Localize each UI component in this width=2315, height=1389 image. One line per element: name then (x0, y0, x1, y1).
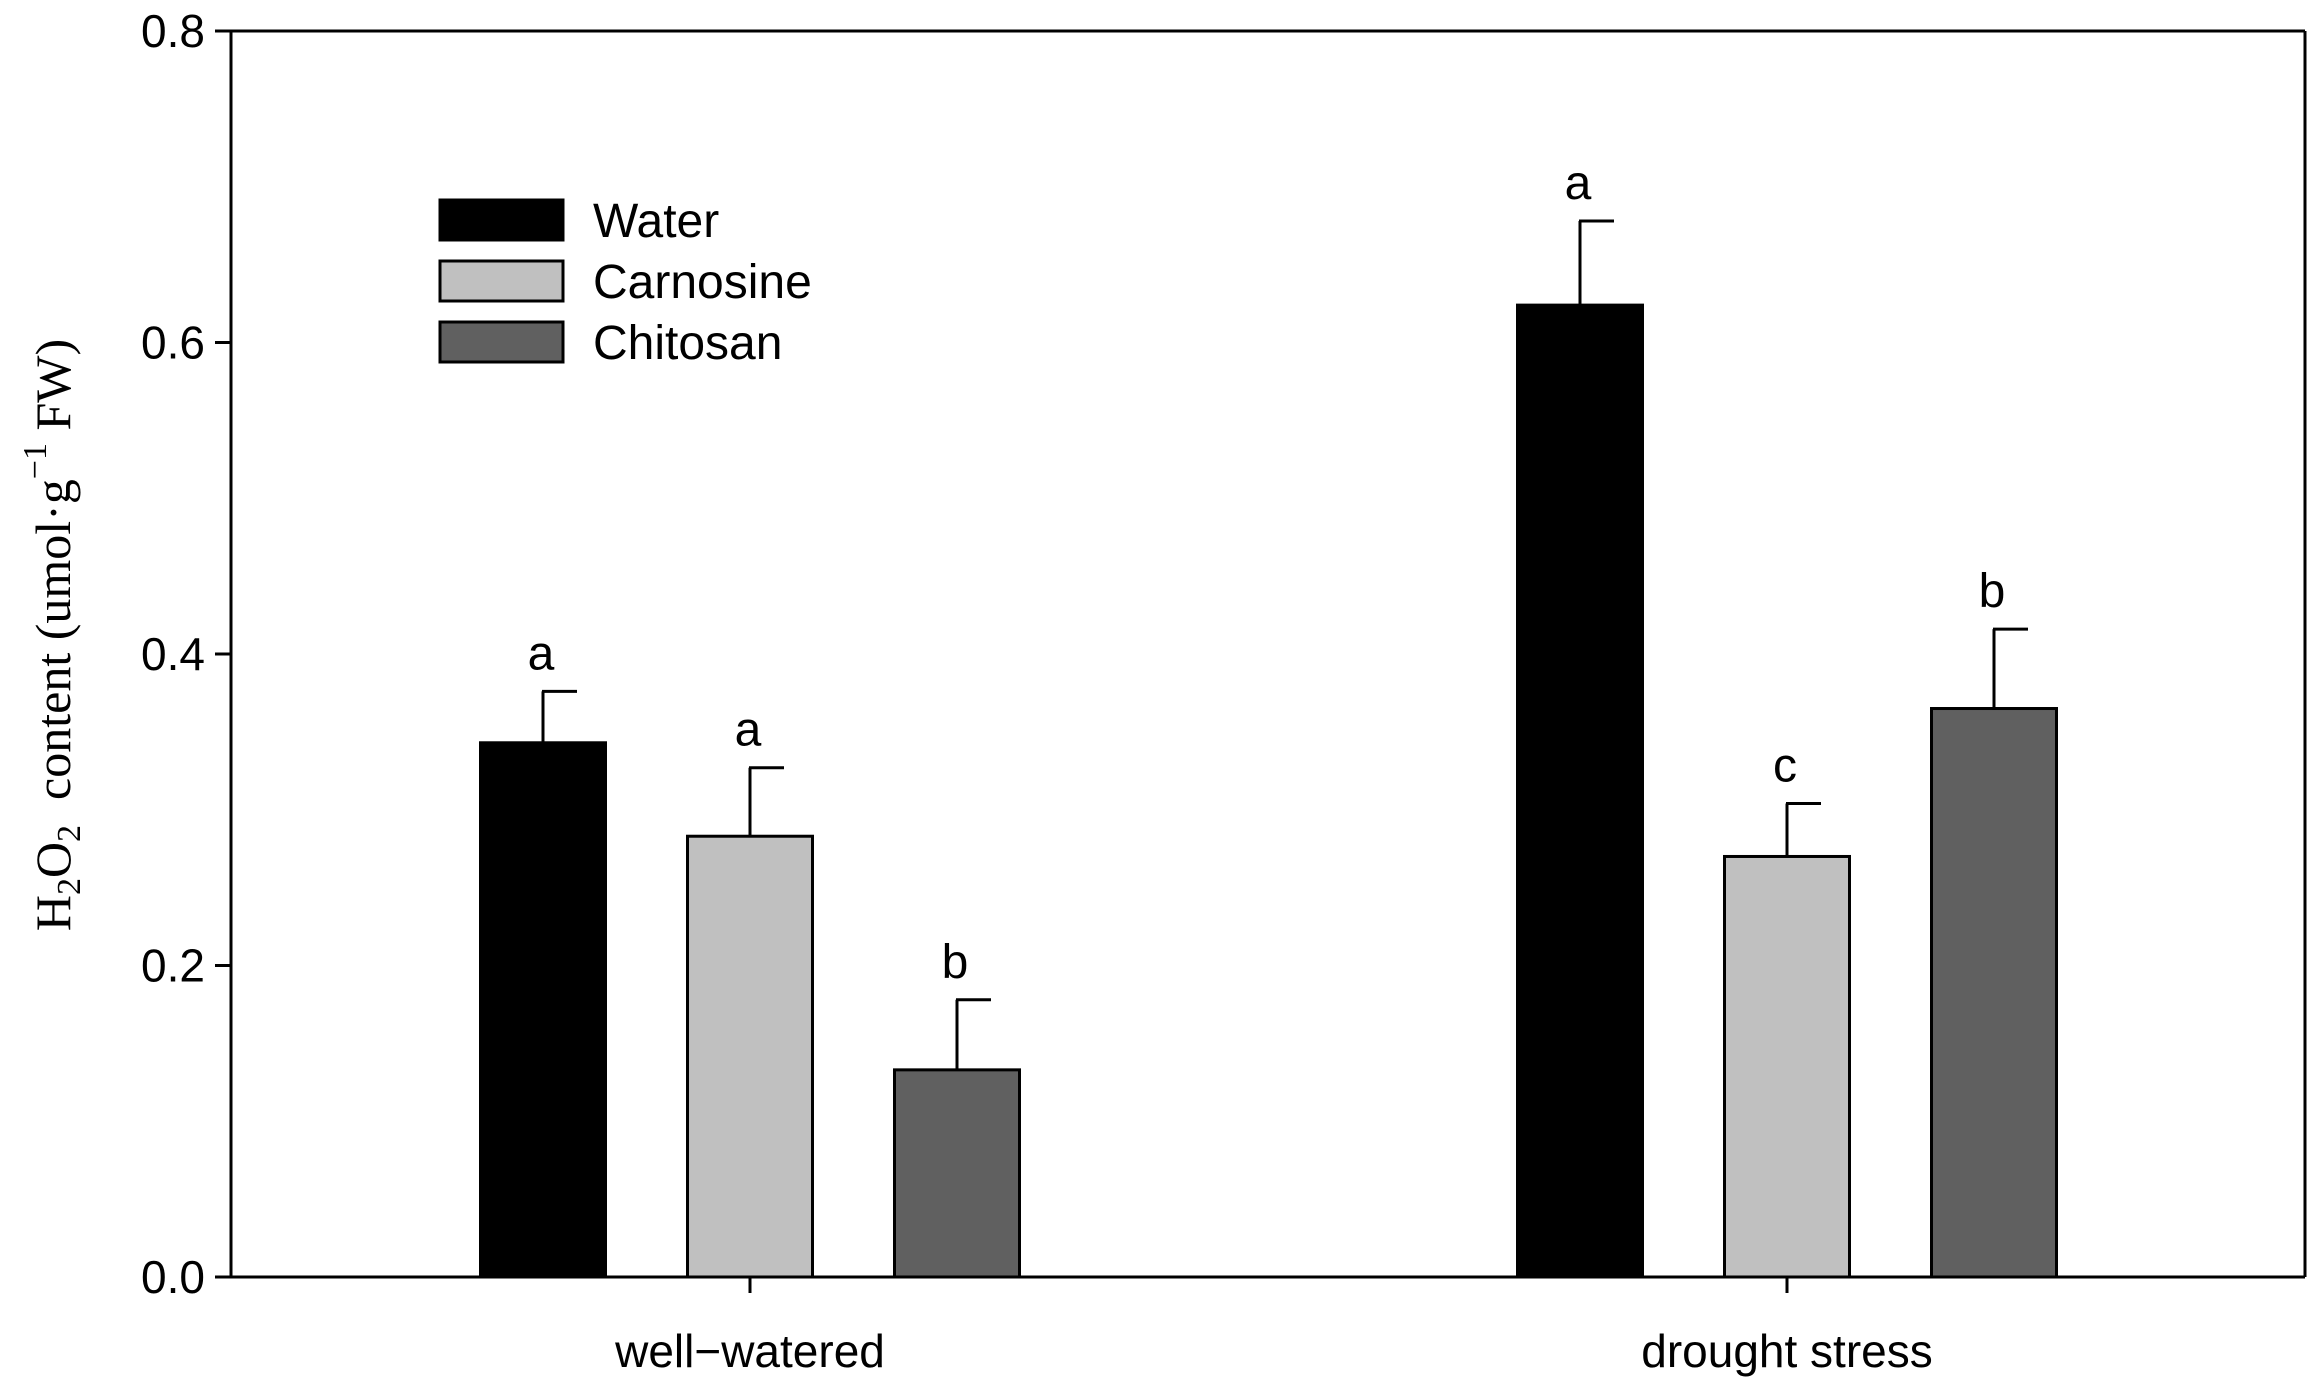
ylabel-sub-2a: 2 (51, 878, 88, 895)
legend-swatch-carnosine (438, 259, 565, 303)
legend-label-chitosan: Chitosan (593, 317, 782, 370)
legend: Water Carnosine Chitosan (438, 195, 812, 370)
bar-carnosine-0 (686, 834, 814, 1279)
x-ticks: well−watered drought stress (614, 1277, 1933, 1377)
y-tick-label-1: 0.2 (141, 940, 205, 992)
ylabel-sup: −1 (17, 443, 54, 479)
x-category-label-0: well−watered (614, 1325, 885, 1377)
significance-letter-chitosan-1: b (1979, 565, 2006, 618)
legend-swatch-chitosan (438, 320, 565, 364)
significance-letter-carnosine-1: c (1773, 740, 1797, 793)
bar-water-0 (479, 741, 607, 1279)
ylabel-h: H (25, 895, 81, 931)
bars: a a b a c b (479, 157, 2058, 1279)
bar-carnosine-1 (1723, 854, 1851, 1279)
y-tick-label-0: 0.0 (141, 1251, 205, 1303)
y-tick-label-4: 0.8 (141, 5, 205, 57)
significance-letter-carnosine-0: a (735, 704, 762, 757)
legend-label-carnosine: Carnosine (593, 256, 812, 309)
ylabel-mid: content (umol·g (25, 479, 81, 825)
x-category-label-1: drought stress (1641, 1325, 1932, 1377)
ylabel-tail: FW) (25, 339, 81, 443)
y-tick-label-3: 0.6 (141, 317, 205, 369)
significance-letter-water-0: a (528, 627, 555, 680)
legend-label-water: Water (593, 195, 719, 248)
y-tick-label-2: 0.4 (141, 628, 205, 680)
bar-chitosan-1 (1930, 707, 2058, 1279)
significance-letter-chitosan-0: b (942, 936, 969, 989)
ylabel-sub-2b: 2 (51, 825, 88, 842)
bar-chitosan-0 (893, 1068, 1021, 1279)
bar-water-1 (1516, 303, 1644, 1279)
y-ticks: 0.0 0.2 0.4 0.6 0.8 (141, 5, 231, 1303)
significance-letter-water-1: a (1565, 157, 1592, 210)
y-axis-label: H2O2 content (umol·g−1 FW) (17, 339, 88, 931)
legend-swatch-water (438, 198, 565, 242)
ylabel-o: O (25, 842, 81, 878)
